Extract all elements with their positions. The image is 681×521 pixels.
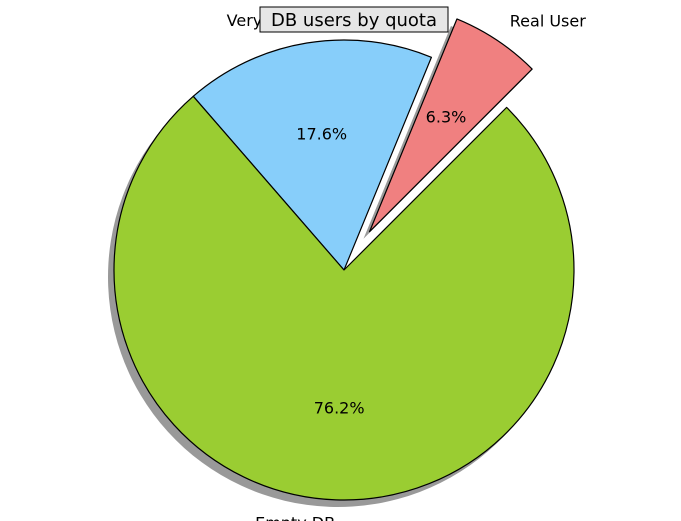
slice-percent-very-little: 17.6%	[296, 124, 347, 143]
pie-slice-real-user	[368, 18, 533, 233]
slice-label-real-user: Real User	[510, 12, 586, 31]
chart-title: DB users by quota	[259, 6, 449, 33]
slice-percent-empty-db: 76.2%	[314, 398, 365, 417]
pie-slice-very-little	[192, 39, 433, 271]
pie-slices	[113, 18, 575, 501]
chart-title-text: DB users by quota	[271, 10, 437, 31]
slice-percent-real-user: 6.3%	[426, 107, 467, 126]
pie-slice-empty-db	[113, 95, 575, 501]
slice-label-empty-db: Empty DB	[255, 513, 335, 521]
